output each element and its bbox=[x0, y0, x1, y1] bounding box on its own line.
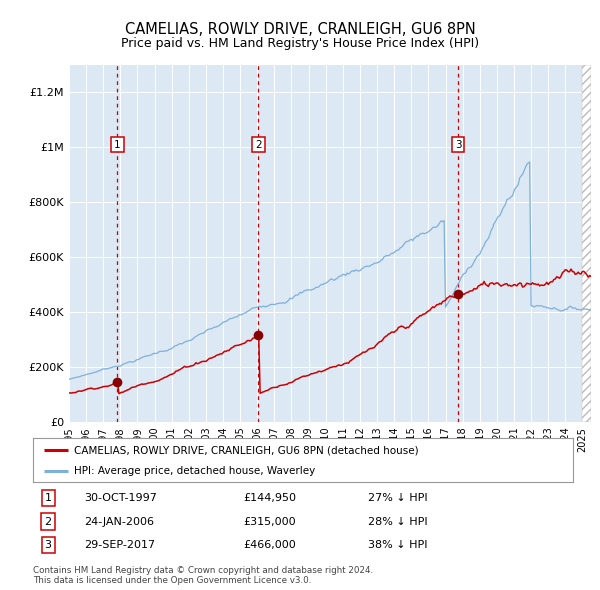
Text: HPI: Average price, detached house, Waverley: HPI: Average price, detached house, Wave… bbox=[74, 466, 315, 476]
Text: 29-SEP-2017: 29-SEP-2017 bbox=[84, 540, 155, 550]
Text: 3: 3 bbox=[44, 540, 52, 550]
Text: 38% ↓ HPI: 38% ↓ HPI bbox=[368, 540, 427, 550]
Text: Contains HM Land Registry data © Crown copyright and database right 2024.
This d: Contains HM Land Registry data © Crown c… bbox=[33, 566, 373, 585]
Text: 27% ↓ HPI: 27% ↓ HPI bbox=[368, 493, 427, 503]
Text: 3: 3 bbox=[455, 139, 461, 149]
Text: £315,000: £315,000 bbox=[244, 517, 296, 526]
Text: 24-JAN-2006: 24-JAN-2006 bbox=[84, 517, 154, 526]
Text: CAMELIAS, ROWLY DRIVE, CRANLEIGH, GU6 8PN: CAMELIAS, ROWLY DRIVE, CRANLEIGH, GU6 8P… bbox=[125, 22, 475, 37]
Text: £144,950: £144,950 bbox=[244, 493, 296, 503]
Text: 2: 2 bbox=[44, 517, 52, 526]
Text: 2: 2 bbox=[255, 139, 262, 149]
Text: 28% ↓ HPI: 28% ↓ HPI bbox=[368, 517, 427, 526]
Text: 30-OCT-1997: 30-OCT-1997 bbox=[84, 493, 157, 503]
Text: Price paid vs. HM Land Registry's House Price Index (HPI): Price paid vs. HM Land Registry's House … bbox=[121, 37, 479, 50]
Text: 1: 1 bbox=[114, 139, 121, 149]
Text: CAMELIAS, ROWLY DRIVE, CRANLEIGH, GU6 8PN (detached house): CAMELIAS, ROWLY DRIVE, CRANLEIGH, GU6 8P… bbox=[74, 445, 418, 455]
Text: 1: 1 bbox=[44, 493, 52, 503]
Text: £466,000: £466,000 bbox=[244, 540, 296, 550]
